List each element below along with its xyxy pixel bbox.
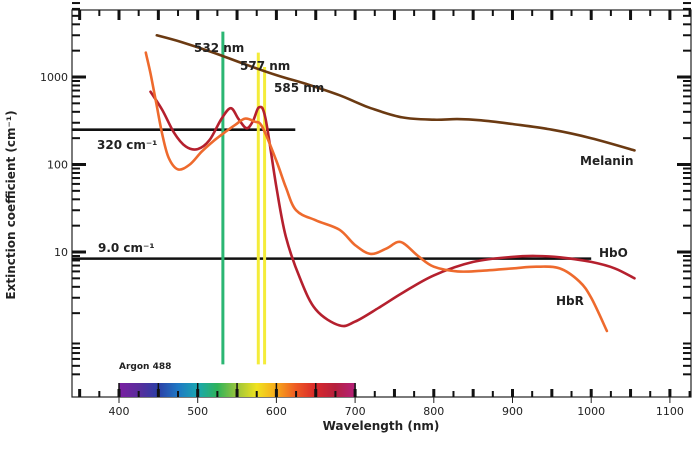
series-line-hbr [144,51,609,333]
x-tick-label: 700 [345,405,366,418]
series-line-hbo [149,90,636,328]
label-585nm: 585 nm [274,81,324,95]
label-577nm: 577 nm [240,59,290,73]
wavelength-lines [221,31,267,365]
x-tick-label: 600 [266,405,287,418]
series-label-hbr: HbR [556,294,584,308]
y-axis-title: Extinction coefficient (cm⁻¹) [4,110,18,299]
series-label-melanin: Melanin [580,154,634,168]
x-tick-label: 1000 [577,405,605,418]
x-axis-title: Wavelength (nm) [323,419,440,433]
ref-label-320: 320 cm⁻¹ [97,138,157,152]
x-tick-label: 400 [109,405,130,418]
y-tick-label: 1000 [40,71,68,84]
x-tick-label: 1100 [656,405,684,418]
x-axis-ticks: 400 500 600 700 800 900 1000 1100 [109,397,684,418]
y-tick-label: 10 [54,246,68,259]
plot-frame [71,9,692,398]
series-label-hbo: HbO [599,246,628,260]
y-axis-ticks: 10000100010010 [40,71,691,259]
series-lines [144,34,636,333]
label-532nm: 532 nm [194,41,244,55]
y-tick-label: 100 [47,159,68,172]
x-tick-label: 800 [423,405,444,418]
x-tick-label: 900 [502,405,523,418]
series-line-melanin [155,34,636,152]
minor-ticks [72,2,691,397]
spectrum-label: Argon 488 [119,362,171,372]
ref-label-9: 9.0 cm⁻¹ [98,241,155,255]
x-tick-label: 500 [187,405,208,418]
